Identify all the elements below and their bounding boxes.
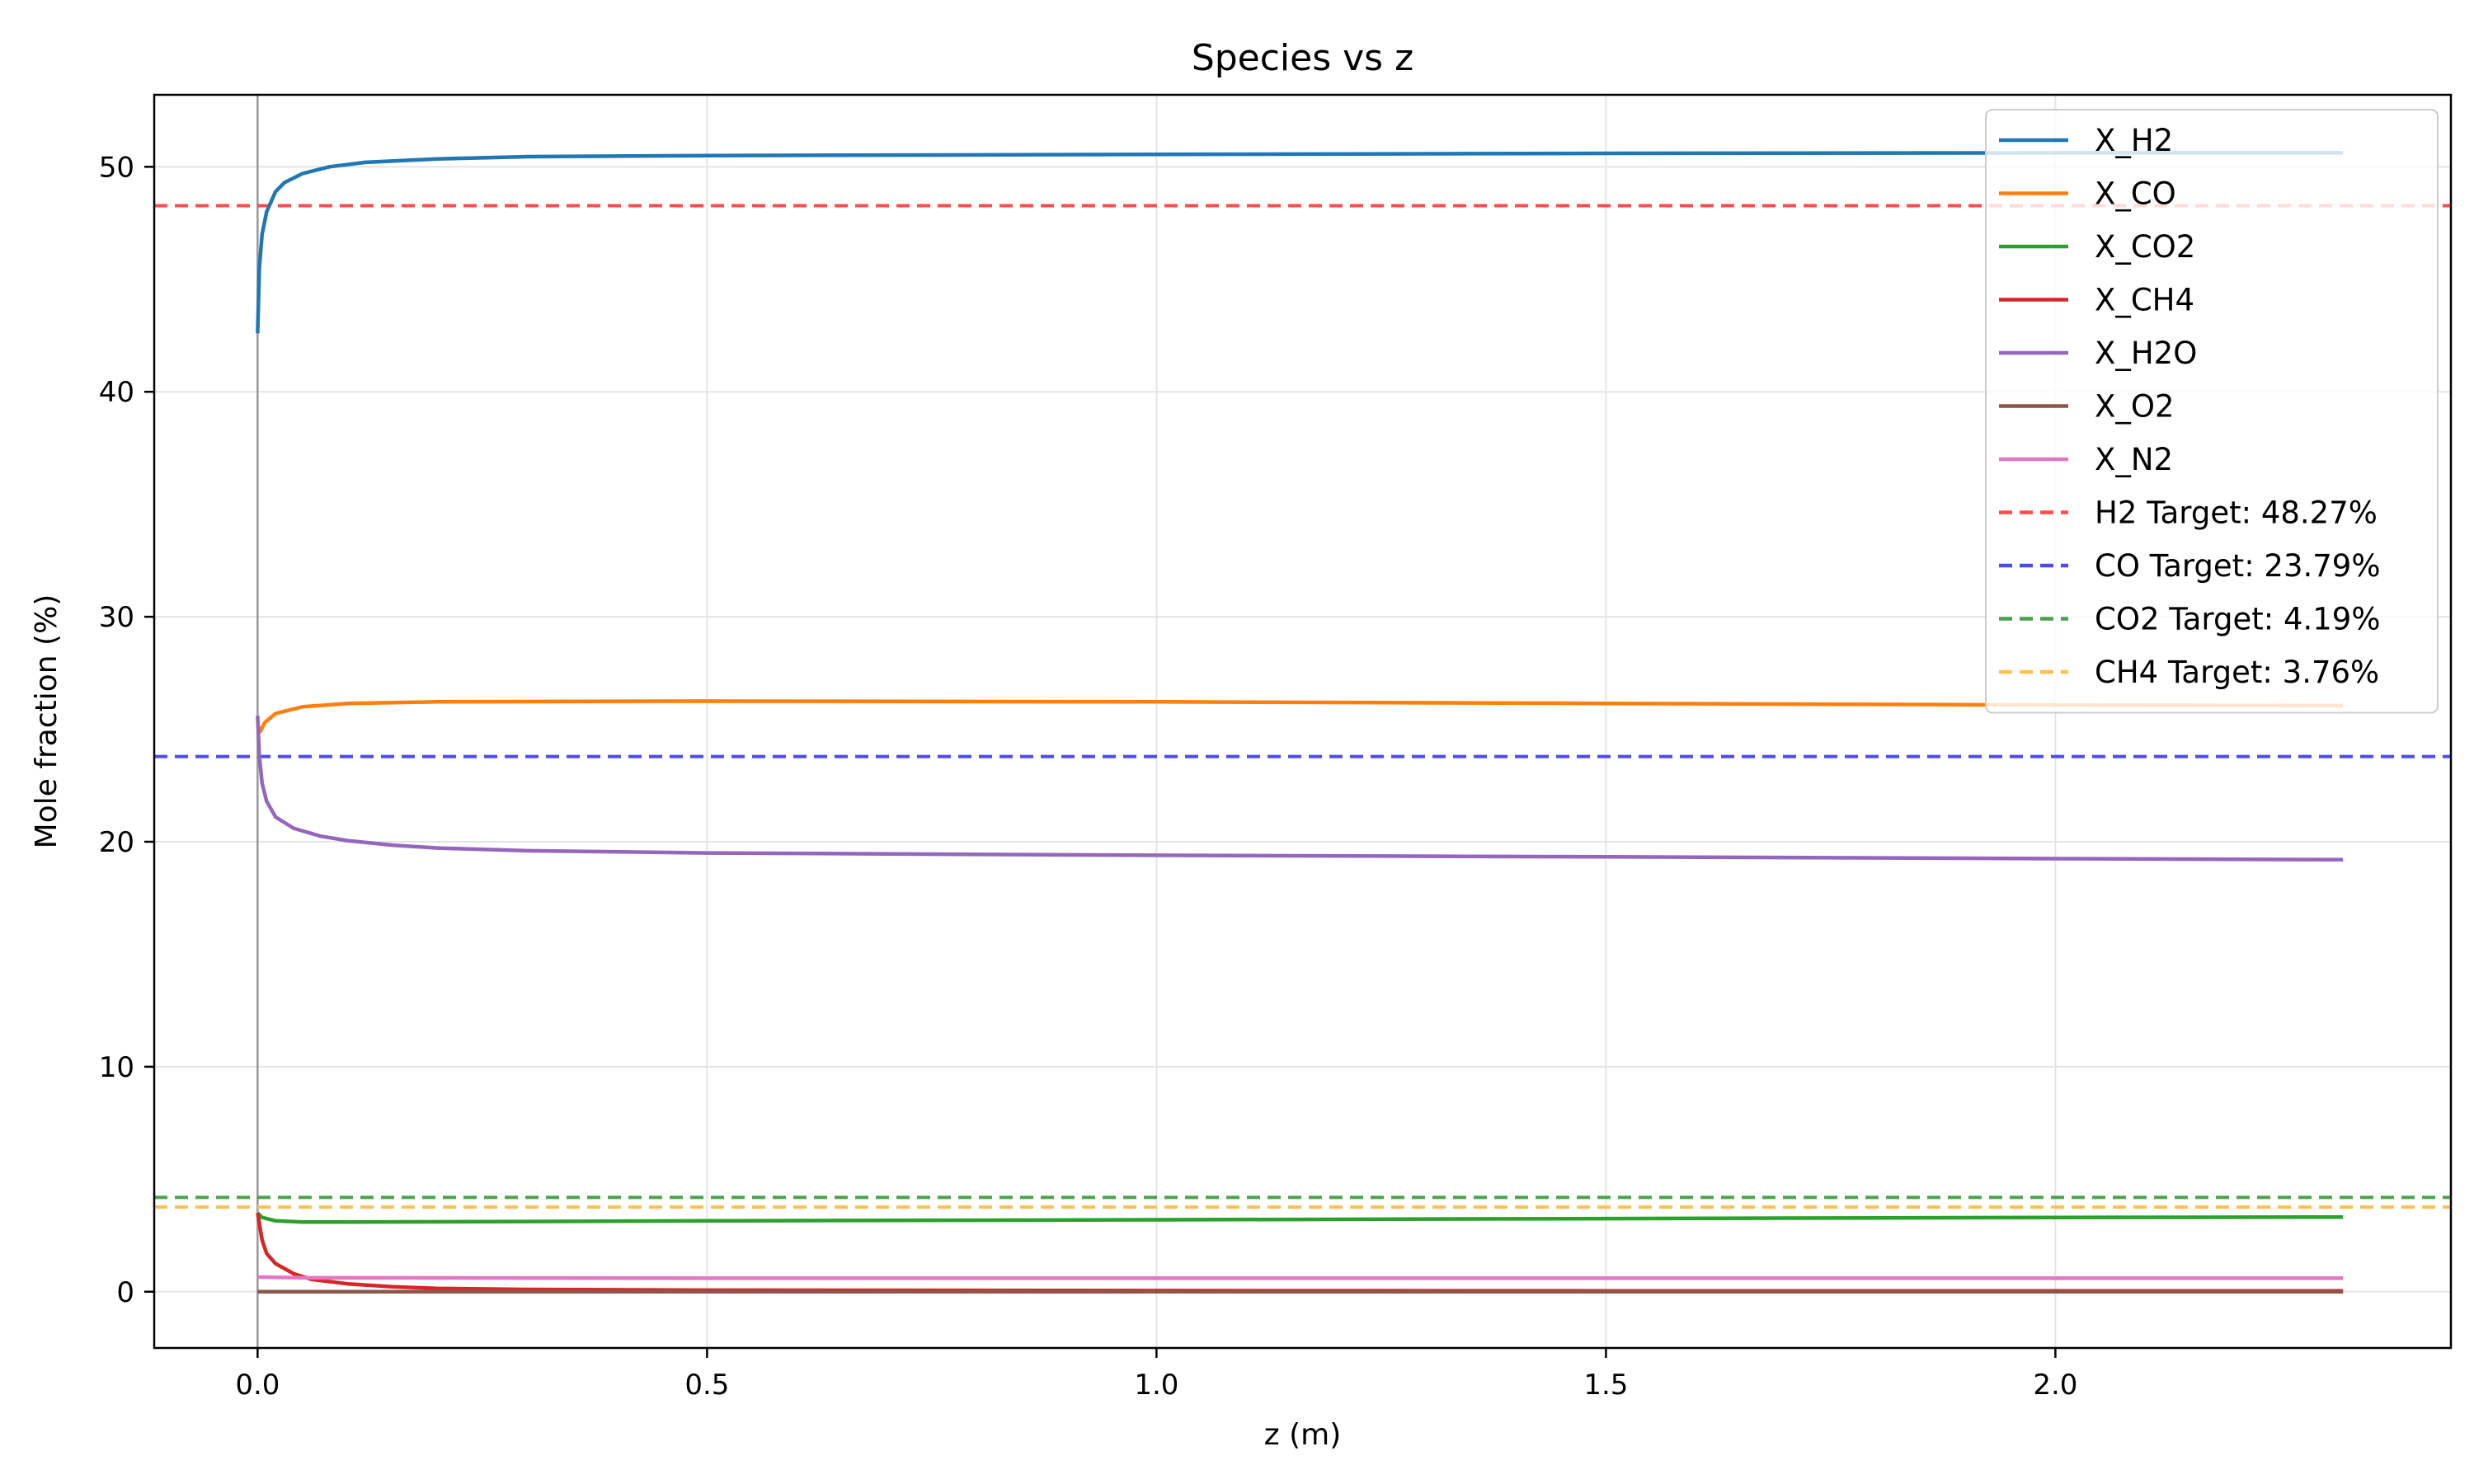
series-line-x-n2: [257, 1275, 2344, 1280]
y-tick-label-5: 50: [99, 151, 134, 184]
legend-label-9: CO2 Target: 4.19%: [2095, 602, 2381, 637]
legend-label-1: X_CO: [2095, 176, 2176, 212]
chart-title: Species vs z: [1192, 37, 1413, 79]
legend: X_H2 X_CO X_CO2 X_CH4 X_H2O X_O2 X_N2 H2 Target…: [1985, 109, 2439, 714]
legend-label-6: X_N2: [2095, 442, 2173, 477]
legend-label-5: X_O2: [2095, 389, 2175, 425]
legend-label-2: X_CO2: [2095, 229, 2195, 265]
y-tick-label-2: 20: [99, 826, 134, 859]
legend-label-8: CO Target: 23.79%: [2095, 548, 2381, 584]
y-tick-label-0: 0: [116, 1276, 134, 1309]
y-tick-label-3: 30: [99, 601, 134, 634]
plot-frame: [153, 93, 2453, 1350]
y-axis-label: Mole fraction (%): [30, 594, 63, 849]
x-tick-label-2: 1.0: [1134, 1369, 1178, 1402]
target-lines: [154, 204, 2451, 1209]
y-tick-label-1: 10: [99, 1051, 134, 1084]
series-lines: [256, 151, 2344, 1294]
x-tick-label-0: 0.0: [235, 1369, 280, 1402]
x-tick-label-4: 2.0: [2033, 1369, 2077, 1402]
series-line-x-h2o: [256, 716, 2344, 862]
legend-label-4: X_H2O: [2095, 336, 2197, 371]
series-line-x-h2: [256, 151, 2344, 334]
legend-label-7: H2 Target: 48.27%: [2095, 495, 2378, 531]
legend-label-10: CH4 Target: 3.76%: [2095, 655, 2379, 690]
legend-label-3: X_CH4: [2095, 283, 2194, 318]
axis-ticks: 0.0 0.5 1.0 1.5 2.0 0 10 20 30 40 50: [99, 151, 2078, 1402]
series-line-x-co: [256, 699, 2344, 734]
x-axis-label: z (m): [1264, 1418, 1342, 1452]
y-tick-label-4: 40: [99, 376, 134, 409]
legend-box: [1985, 109, 2439, 714]
legend-label-0: X_H2: [2095, 123, 2173, 158]
series-line-x-co2: [256, 1211, 2344, 1224]
x-tick-label-3: 1.5: [1583, 1369, 1628, 1402]
x-tick-label-1: 0.5: [684, 1369, 729, 1402]
